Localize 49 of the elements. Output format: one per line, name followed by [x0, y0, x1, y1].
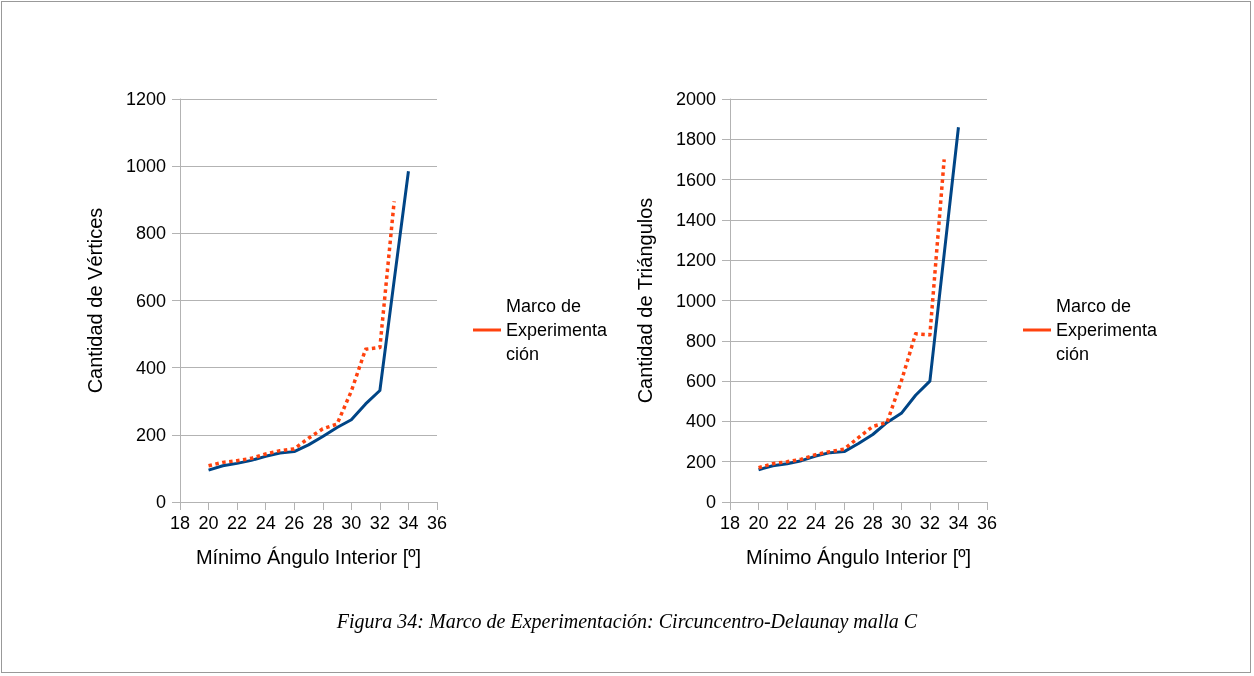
y-tick-label: 600: [135, 290, 166, 311]
x-tick-label: 36: [426, 513, 448, 533]
y-tick-label: 400: [685, 411, 716, 432]
x-axis-title: Mínimo Ángulo Interior [º]: [745, 546, 972, 568]
y-tick-label: 200: [135, 424, 166, 445]
y-tick-label: 800: [685, 330, 716, 351]
x-tick-label: 24: [805, 513, 826, 533]
y-axis-title: Cantidad de Vértices: [84, 207, 106, 394]
x-tick-label: 30: [891, 513, 912, 533]
x-tick-label: 34: [398, 513, 419, 533]
line-series: [756, 157, 946, 470]
x-axis-title: Mínimo Ángulo Interior [º]: [195, 546, 422, 568]
y-tick-label: 2000: [675, 89, 716, 109]
y-tick-label: 1600: [675, 169, 716, 190]
line-series: [207, 169, 410, 472]
y-tick-label: 400: [135, 357, 166, 378]
x-tick-label: 32: [919, 513, 940, 533]
x-tick-label: 20: [198, 513, 219, 533]
text: Figura 34: Marco de Experimentación: Circuncentro-Delaunay malla C: [335, 610, 919, 633]
y-tick-label: 1000: [125, 156, 166, 177]
y-tick-label: 1000: [675, 290, 716, 311]
y-tick-label: 1200: [125, 89, 166, 109]
x-tick-label: 28: [312, 513, 333, 533]
x-tick-label: 32: [369, 513, 390, 533]
line-series: [206, 199, 396, 468]
y-tick-label: 600: [685, 371, 716, 392]
x-tick-label: 18: [169, 513, 191, 533]
y-tick-label: 1200: [675, 250, 716, 271]
y-axis-title: Cantidad de Triángulos: [634, 197, 656, 404]
x-tick-label: 26: [834, 513, 855, 533]
x-tick-label: 36: [976, 513, 998, 533]
x-tick-label: 28: [862, 513, 883, 533]
y-tick-label: 0: [155, 492, 166, 512]
x-tick-label: 30: [341, 513, 362, 533]
x-tick-label: 34: [948, 513, 969, 533]
x-tick-label: 20: [748, 513, 769, 533]
y-tick-label: 0: [705, 492, 716, 512]
x-tick-label: 18: [719, 513, 741, 533]
y-tick-label: 1400: [675, 209, 716, 230]
legend-label: Marco de Experimentación: [506, 296, 609, 364]
y-tick-label: 800: [135, 223, 166, 244]
legend-label: Marco de Experimentación: [1056, 296, 1159, 364]
y-tick-label: 1800: [675, 129, 716, 150]
y-tick-label: 200: [685, 451, 716, 472]
x-tick-label: 26: [284, 513, 305, 533]
x-tick-label: 22: [227, 513, 248, 533]
line-series: [757, 125, 960, 472]
x-tick-label: 24: [255, 513, 276, 533]
x-tick-label: 22: [777, 513, 798, 533]
